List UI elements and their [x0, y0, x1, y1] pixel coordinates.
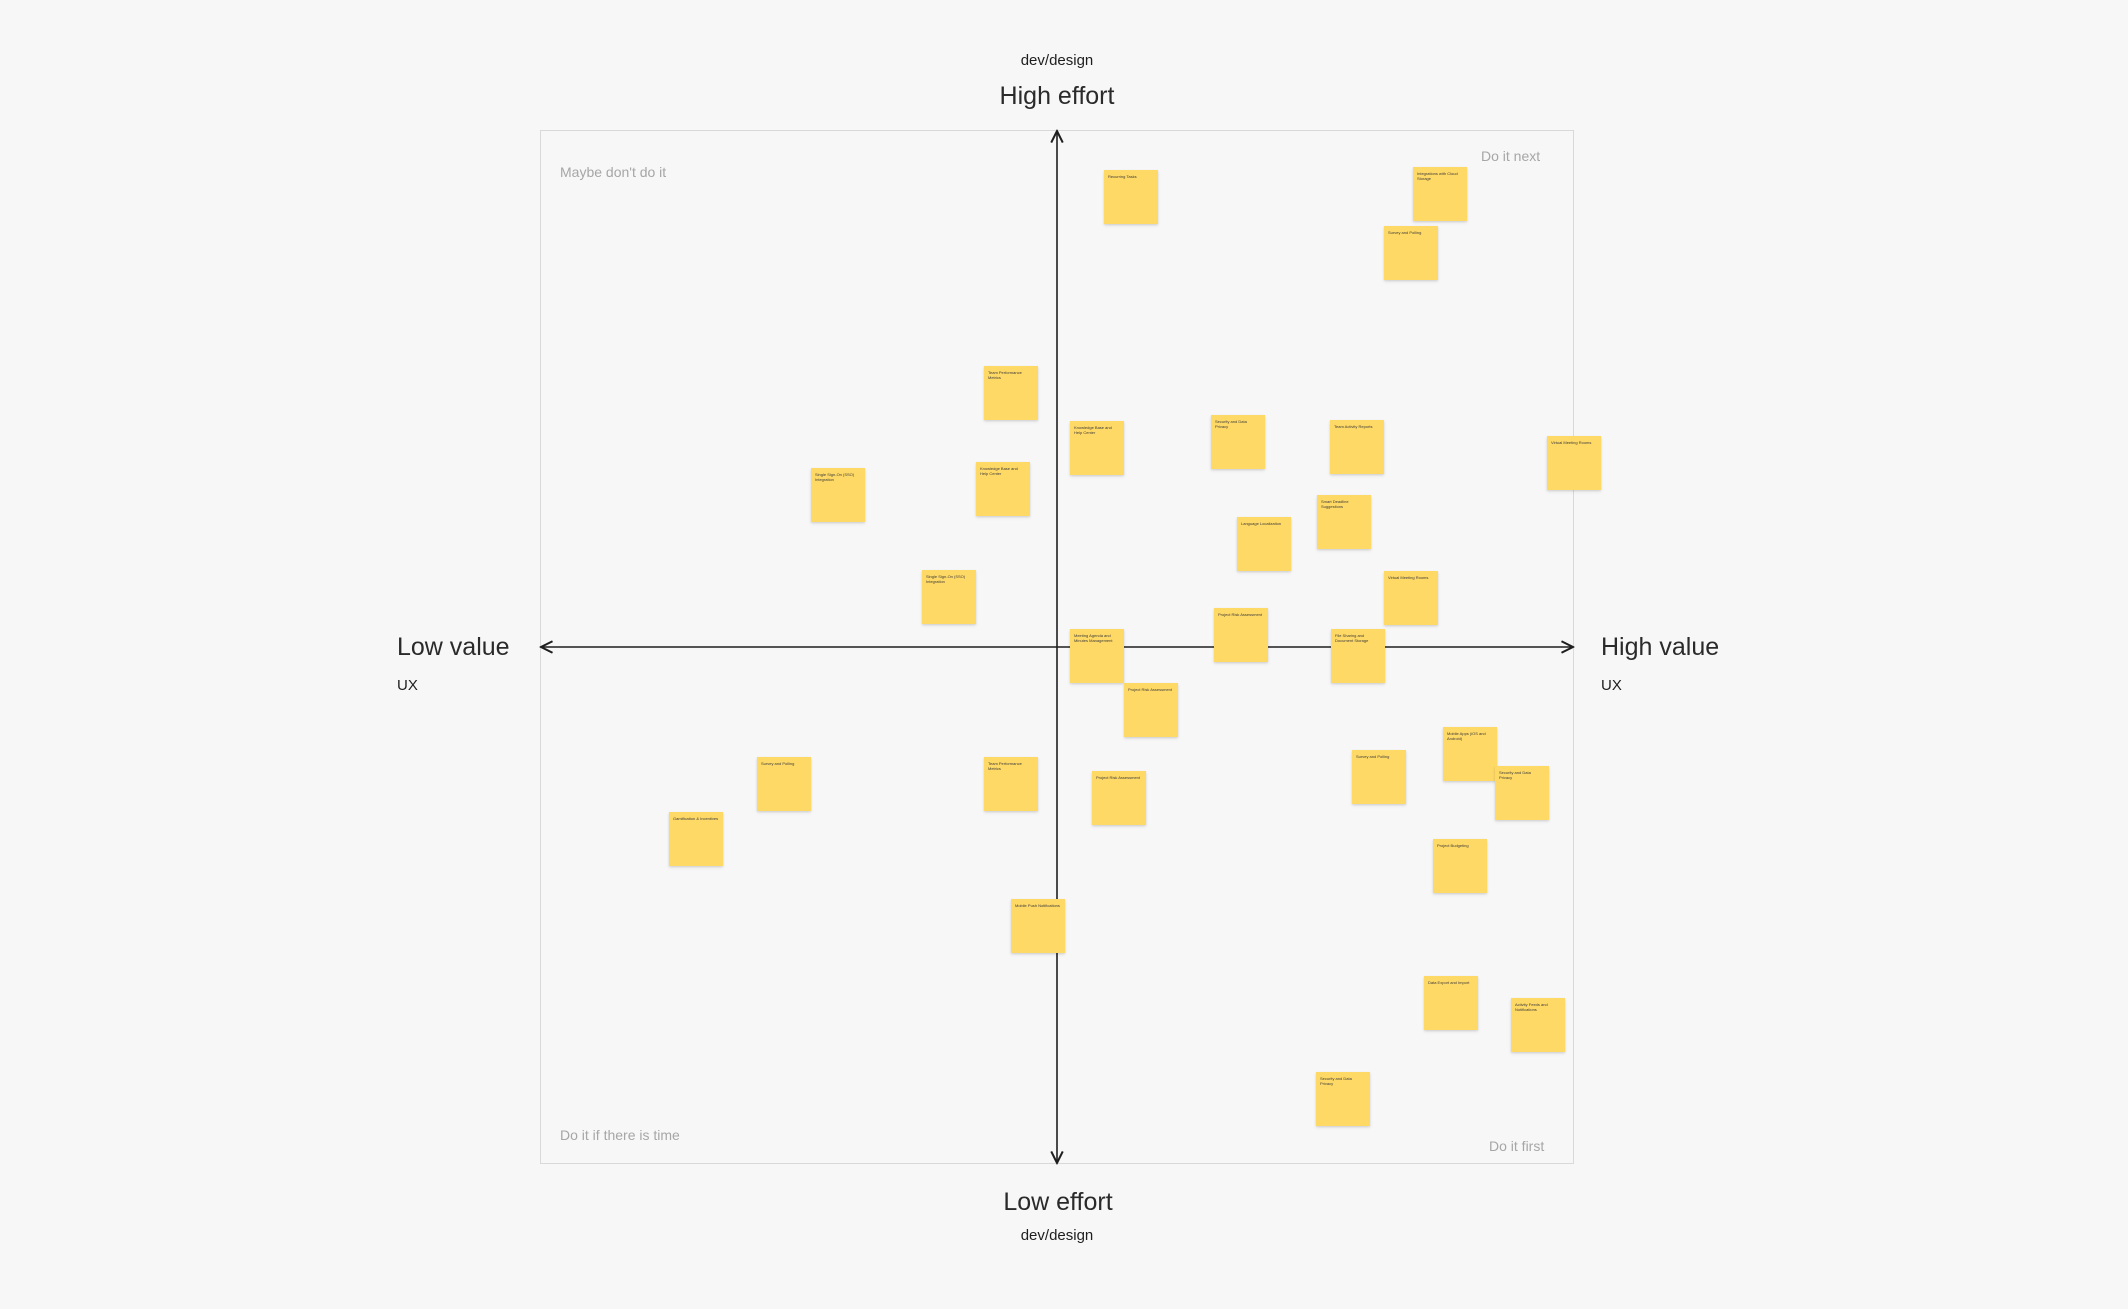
- sticky-note[interactable]: Single Sign-On (SSO) Integration: [922, 570, 976, 624]
- bottom-category-label: dev/design: [1020, 1227, 1094, 1244]
- sticky-note[interactable]: Meeting Agenda and Minutes Management: [1070, 629, 1124, 683]
- sticky-note[interactable]: Language Localization: [1237, 517, 1291, 571]
- sticky-note[interactable]: Mobile Apps (iOS and Android): [1443, 727, 1497, 781]
- sticky-note[interactable]: Gamification & Incentives: [669, 812, 723, 866]
- sticky-note[interactable]: Integrations with Cloud Storage: [1413, 167, 1467, 221]
- sticky-note[interactable]: Survey and Polling: [757, 757, 811, 811]
- sticky-note[interactable]: Project Budgeting: [1433, 839, 1487, 893]
- quadrant-top-left-label: Maybe don't do it: [560, 164, 667, 180]
- left-category-label: UX: [397, 677, 418, 694]
- sticky-note[interactable]: Virtual Meeting Rooms: [1384, 571, 1438, 625]
- sticky-note[interactable]: File Sharing and Document Storage: [1331, 629, 1385, 683]
- sticky-note[interactable]: Data Export and Import: [1424, 976, 1478, 1030]
- low-effort-label: Low effort: [1003, 1188, 1113, 1216]
- sticky-note[interactable]: Survey and Polling: [1384, 226, 1438, 280]
- priority-matrix-frame[interactable]: [540, 130, 1574, 1164]
- sticky-note[interactable]: Recurring Tasks: [1104, 170, 1158, 224]
- sticky-note[interactable]: Security and Data Privacy: [1316, 1072, 1370, 1126]
- right-category-label: UX: [1601, 677, 1622, 694]
- sticky-note[interactable]: Team Performance Metrics: [984, 757, 1038, 811]
- sticky-note[interactable]: Security and Data Privacy: [1211, 415, 1265, 469]
- quadrant-bottom-right-label: Do it first: [1489, 1138, 1545, 1154]
- quadrant-top-right-label: Do it next: [1481, 148, 1541, 164]
- sticky-note[interactable]: Smart Deadline Suggestions: [1317, 495, 1371, 549]
- sticky-note[interactable]: Project Risk Assessment: [1214, 608, 1268, 662]
- high-effort-label: High effort: [999, 82, 1115, 110]
- sticky-note[interactable]: Project Risk Assessment: [1092, 771, 1146, 825]
- sticky-note[interactable]: Survey and Polling: [1352, 750, 1406, 804]
- sticky-note[interactable]: Project Risk Assessment: [1124, 683, 1178, 737]
- sticky-note[interactable]: Activity Feeds and Notifications: [1511, 998, 1565, 1052]
- sticky-note[interactable]: Virtual Meeting Rooms: [1547, 436, 1601, 490]
- high-value-label: High value: [1601, 633, 1720, 661]
- low-value-label: Low value: [397, 633, 510, 661]
- sticky-note[interactable]: Knowledge Base and Help Center: [976, 462, 1030, 516]
- sticky-note[interactable]: Knowledge Base and Help Center: [1070, 421, 1124, 475]
- top-category-label: dev/design: [1020, 52, 1094, 69]
- sticky-note[interactable]: Single Sign-On (SSO) Integration: [811, 468, 865, 522]
- quadrant-bottom-left-label: Do it if there is time: [560, 1127, 680, 1143]
- sticky-note[interactable]: Team Performance Metrics: [984, 366, 1038, 420]
- sticky-note[interactable]: Mobile Push Notifications: [1011, 899, 1065, 953]
- sticky-note[interactable]: Team Activity Reports: [1330, 420, 1384, 474]
- sticky-note[interactable]: Security and Data Privacy: [1495, 766, 1549, 820]
